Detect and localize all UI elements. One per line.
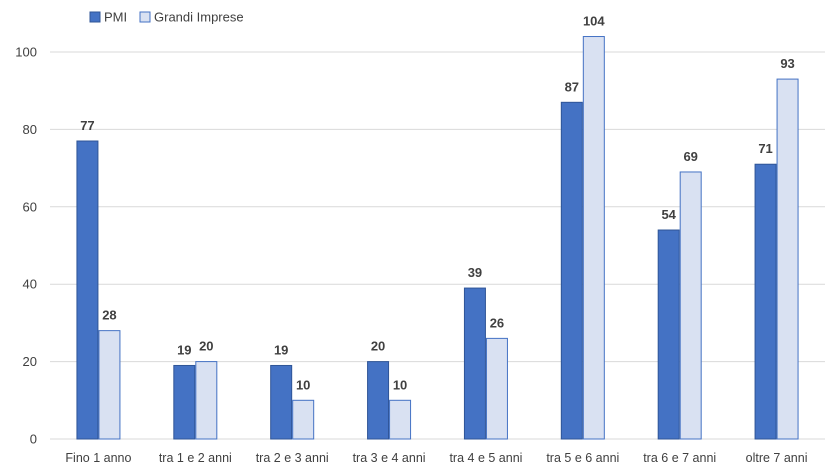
bar-pmi <box>367 361 390 440</box>
x-tick-label: oltre 7 anni <box>746 451 808 465</box>
data-label: 104 <box>583 14 605 29</box>
bars <box>76 36 799 440</box>
data-label: 69 <box>683 149 697 164</box>
bar-pmi <box>657 229 680 440</box>
bar-grandi-imprese <box>485 337 508 440</box>
data-label: 10 <box>296 377 310 392</box>
bar-pmi <box>270 364 293 440</box>
x-tick-label: tra 6 e 7 anni <box>643 451 716 465</box>
y-axis: 0 20 40 60 80 100 <box>15 45 37 447</box>
y-tick-label: 0 <box>30 432 37 447</box>
x-tick-label: tra 3 e 4 anni <box>353 451 426 465</box>
data-label: 28 <box>102 308 116 323</box>
bar-grandi-imprese <box>582 36 605 440</box>
x-tick-label: tra 1 e 2 anni <box>159 451 232 465</box>
x-tick-label: Fino 1 anno <box>65 451 131 465</box>
y-tick-label: 20 <box>23 354 37 369</box>
data-label: 26 <box>490 315 504 330</box>
data-label: 10 <box>393 377 407 392</box>
y-tick-label: 100 <box>15 45 37 60</box>
gridlines <box>50 51 825 440</box>
data-label: 39 <box>468 265 482 280</box>
x-tick-label: tra 5 e 6 anni <box>546 451 619 465</box>
y-tick-label: 60 <box>23 199 37 214</box>
data-label: 87 <box>565 79 579 94</box>
bar-grandi-imprese <box>98 330 121 440</box>
bar-grandi-imprese <box>292 399 315 440</box>
x-tick-label: tra 2 e 3 anni <box>256 451 329 465</box>
bar-pmi <box>560 101 583 440</box>
legend: PMI Grandi Imprese <box>89 10 244 25</box>
data-labels: 77 28 19 20 19 10 20 10 39 26 87 104 54 69 71 93 <box>80 14 795 393</box>
legend-swatch <box>139 11 151 23</box>
y-tick-label: 40 <box>23 277 37 292</box>
data-label: 93 <box>780 56 794 71</box>
data-label: 77 <box>80 118 94 133</box>
legend-label: PMI <box>104 10 127 25</box>
bar-pmi <box>754 163 777 440</box>
data-label: 20 <box>199 339 213 354</box>
bar-pmi <box>463 287 486 440</box>
data-label: 54 <box>661 207 676 222</box>
data-label: 19 <box>177 342 191 357</box>
bar-grandi-imprese <box>776 78 799 440</box>
legend-label: Grandi Imprese <box>154 10 244 25</box>
y-tick-label: 80 <box>23 122 37 137</box>
x-axis: Fino 1 anno tra 1 e 2 anni tra 2 e 3 anni t… <box>65 451 807 465</box>
legend-swatch <box>89 11 101 23</box>
bar-grandi-imprese <box>195 361 218 440</box>
bar-pmi <box>76 140 99 440</box>
data-label: 19 <box>274 342 288 357</box>
x-tick-label: tra 4 e 5 anni <box>449 451 522 465</box>
bar-grandi-imprese <box>389 399 412 440</box>
data-label: 20 <box>371 339 385 354</box>
data-label: 71 <box>758 141 772 156</box>
bar-grandi-imprese <box>679 171 702 440</box>
bar-pmi <box>173 364 196 440</box>
